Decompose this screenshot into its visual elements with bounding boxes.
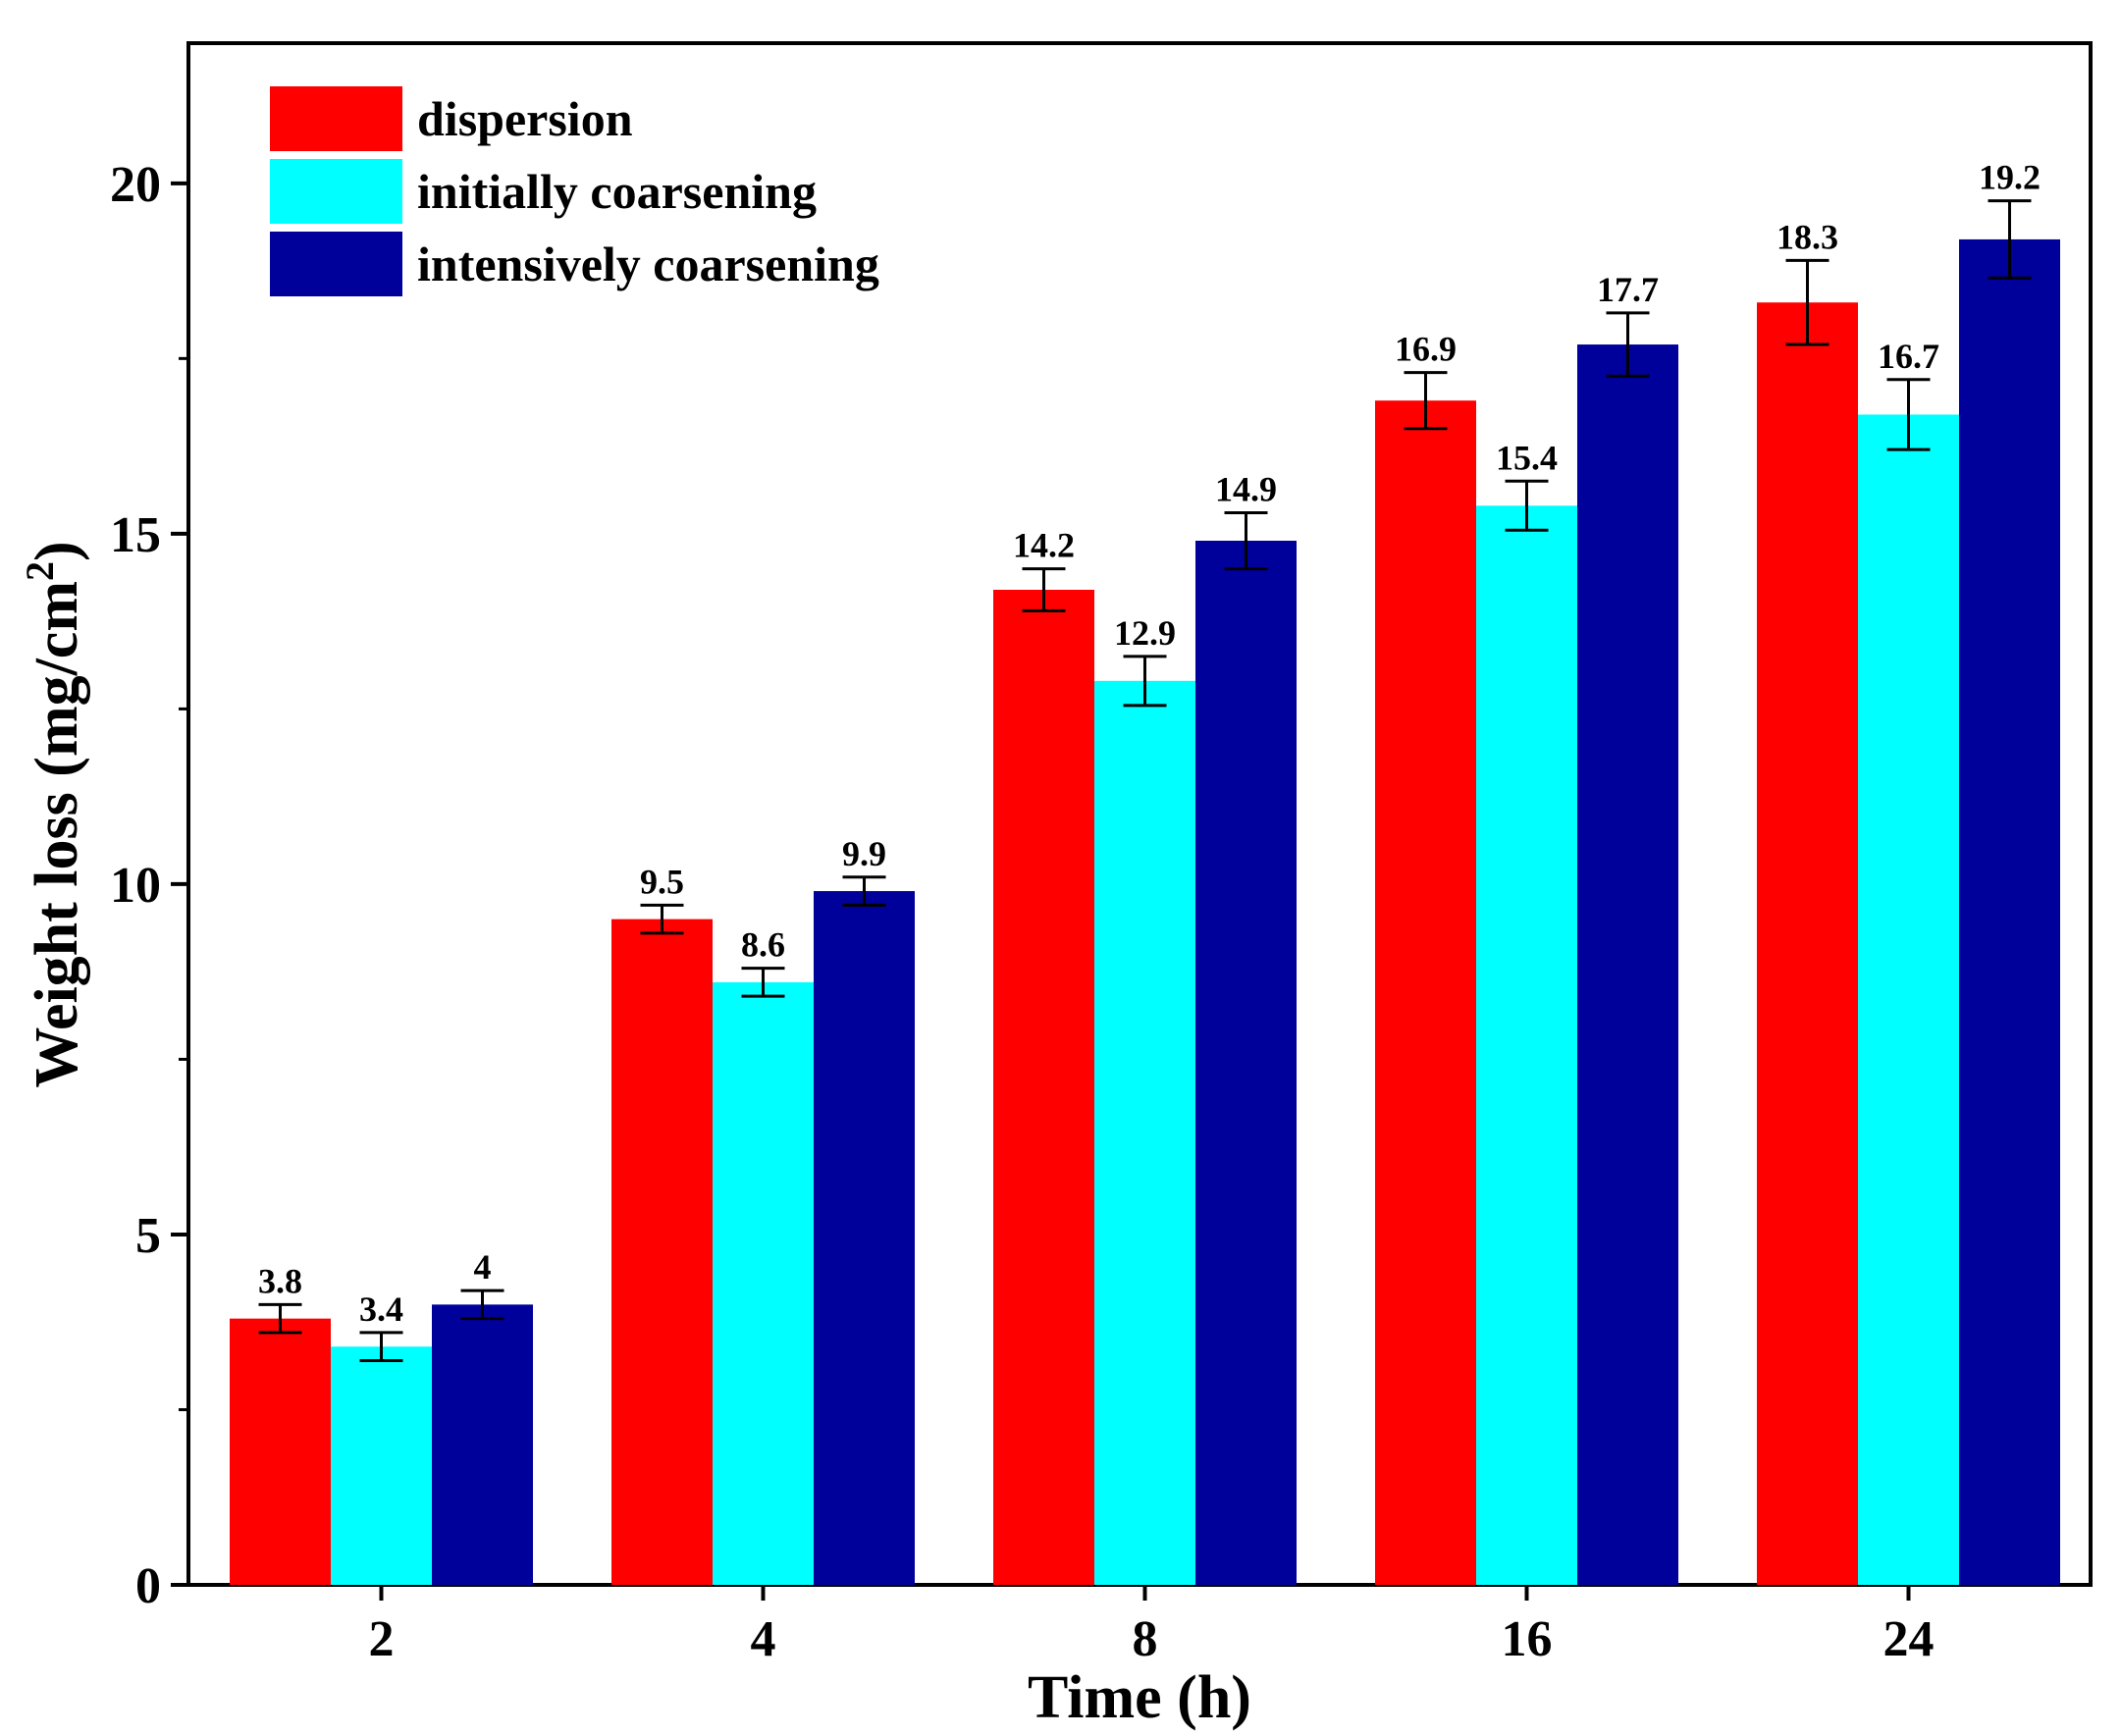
bar-dispersion-2 [230,1318,331,1585]
x-tick-label-24: 24 [1883,1611,1935,1667]
legend-swatch-intensively-coarsening [270,232,402,296]
x-tick-label-4: 4 [751,1611,776,1667]
bar-intensively-coarsening-8 [1195,541,1297,1585]
legend-label-initially-coarsening: initially coarsening [417,164,817,219]
legend-swatch-dispersion [270,86,402,151]
data-label-initially-coarsening-16: 15.4 [1496,438,1558,477]
y-tick-label-20: 20 [110,157,161,213]
x-tick-label-2: 2 [369,1611,395,1667]
y-axis: 0 5 10 15 20 [110,157,188,1614]
legend: dispersion initially coarsening intensivel… [270,86,879,296]
y-tick-label-0: 0 [135,1558,161,1614]
bar-initially-coarsening-16 [1476,505,1577,1585]
data-label-dispersion-8: 14.2 [1013,526,1075,565]
bar-dispersion-24 [1757,302,1858,1585]
data-label-intensively-coarsening-2: 4 [474,1247,492,1287]
data-label-intensively-coarsening-16: 17.7 [1597,270,1659,309]
y-axis-title: Weight loss (mg/cm2) [18,541,90,1087]
legend-swatch-initially-coarsening [270,159,402,224]
bars-layer [230,238,2060,1586]
bar-initially-coarsening-4 [713,981,814,1585]
x-tick-label-16: 16 [1502,1611,1553,1667]
bar-initially-coarsening-24 [1858,414,1959,1586]
bar-intensively-coarsening-24 [1959,238,2060,1586]
bar-dispersion-8 [993,589,1094,1585]
legend-label-intensively-coarsening: intensively coarsening [417,237,879,291]
bar-dispersion-16 [1375,400,1476,1585]
y-axis-title-close: ) [24,541,90,561]
data-label-dispersion-16: 16.9 [1395,330,1457,369]
data-label-initially-coarsening-2: 3.4 [359,1289,403,1329]
data-labels-layer: 3.8 3.4 4 9.5 8.6 9.9 14.2 12.9 14.9 16.9 15.4 17.7… [258,158,2041,1329]
data-label-initially-coarsening-24: 16.7 [1878,337,1939,376]
data-label-initially-coarsening-8: 12.9 [1114,613,1176,653]
y-axis-title-main: Weight loss (mg/cm [24,581,90,1088]
x-axis: 2 4 8 16 24 [369,1585,1935,1667]
bar-intensively-coarsening-4 [814,891,915,1585]
data-label-intensively-coarsening-24: 19.2 [1979,158,2041,197]
x-tick-label-8: 8 [1133,1611,1158,1667]
bar-initially-coarsening-8 [1094,680,1195,1585]
legend-label-dispersion: dispersion [417,91,633,146]
data-label-dispersion-24: 18.3 [1776,217,1838,256]
data-label-intensively-coarsening-8: 14.9 [1215,469,1277,508]
error-bars-layer [258,199,2032,1362]
bar-initially-coarsening-2 [331,1346,432,1585]
data-label-intensively-coarsening-4: 9.9 [842,834,886,873]
bar-intensively-coarsening-2 [432,1304,533,1585]
data-label-dispersion-2: 3.8 [258,1261,302,1300]
bar-intensively-coarsening-16 [1577,344,1678,1585]
data-label-dispersion-4: 9.5 [640,862,684,901]
y-axis-title-superscript: 2 [18,561,62,581]
x-axis-title: Time (h) [1028,1664,1251,1731]
y-tick-label-10: 10 [110,858,161,914]
bar-dispersion-4 [611,919,713,1585]
y-tick-label-15: 15 [110,507,161,563]
y-tick-label-5: 5 [135,1208,161,1264]
data-label-initially-coarsening-4: 8.6 [741,925,785,965]
